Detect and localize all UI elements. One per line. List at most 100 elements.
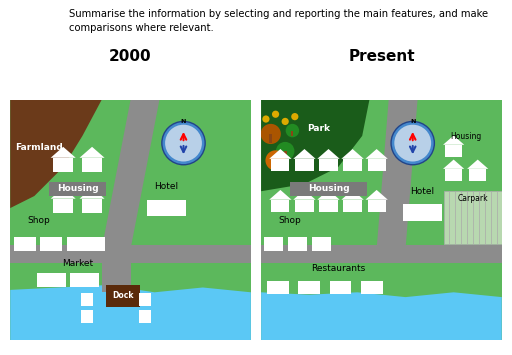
Text: Hotel: Hotel [410, 187, 434, 196]
Circle shape [394, 125, 431, 162]
Polygon shape [342, 149, 364, 159]
Bar [274, 160, 277, 169]
Bar [295, 159, 313, 171]
Polygon shape [317, 190, 339, 200]
Text: Dock: Dock [113, 291, 134, 300]
Bar [81, 310, 93, 323]
Bar [82, 199, 102, 213]
Text: Summarise the information by selecting and reporting the main features, and make: Summarise the information by selecting a… [69, 9, 488, 19]
Bar [67, 237, 89, 251]
Bar [106, 285, 140, 307]
Bar [267, 280, 289, 294]
Bar [319, 200, 337, 212]
Text: Restaurants: Restaurants [311, 264, 365, 273]
Bar [271, 159, 289, 171]
Polygon shape [51, 188, 76, 199]
Bar [37, 273, 66, 287]
Bar [344, 159, 361, 171]
Bar [330, 280, 351, 294]
Circle shape [262, 115, 269, 122]
Bar [40, 237, 62, 251]
Circle shape [162, 121, 205, 165]
Bar [368, 200, 386, 212]
Polygon shape [269, 190, 291, 200]
Text: Carpark: Carpark [458, 193, 488, 203]
Bar [53, 199, 73, 213]
Polygon shape [102, 263, 131, 292]
Bar [312, 237, 331, 251]
Text: N: N [181, 119, 186, 124]
Bar [445, 169, 462, 181]
Polygon shape [51, 147, 76, 158]
Polygon shape [79, 147, 104, 158]
Bar [53, 158, 73, 172]
Text: Present: Present [348, 49, 415, 64]
Text: Shop: Shop [279, 216, 302, 225]
Bar [319, 159, 337, 171]
Bar [139, 293, 151, 306]
Circle shape [286, 124, 299, 137]
Text: Hotel: Hotel [155, 182, 179, 191]
Text: comparisons where relevant.: comparisons where relevant. [69, 23, 214, 33]
Polygon shape [102, 100, 159, 249]
Text: Farmland: Farmland [15, 143, 63, 152]
Polygon shape [317, 149, 339, 159]
Bar [284, 151, 287, 159]
Circle shape [391, 121, 434, 165]
Bar [445, 145, 462, 157]
Bar [403, 204, 442, 221]
Bar [81, 293, 93, 306]
Bar [261, 245, 502, 263]
Text: Park: Park [307, 124, 330, 133]
Bar [264, 237, 283, 251]
Text: Market: Market [62, 259, 93, 268]
Bar [444, 191, 502, 244]
Bar [147, 200, 186, 217]
Polygon shape [342, 190, 364, 200]
Text: Housing: Housing [57, 184, 98, 193]
Bar [288, 237, 307, 251]
Text: N: N [410, 119, 415, 124]
Circle shape [291, 113, 298, 120]
Circle shape [165, 125, 202, 162]
Bar [10, 245, 251, 263]
Circle shape [276, 142, 294, 160]
Polygon shape [377, 100, 418, 249]
Bar [298, 280, 320, 294]
Text: Housing: Housing [308, 184, 349, 193]
Bar [139, 310, 151, 323]
Bar [70, 273, 99, 287]
Bar [469, 169, 486, 181]
Text: Shop: Shop [28, 216, 51, 225]
Polygon shape [261, 100, 370, 191]
Bar [89, 237, 105, 251]
Polygon shape [366, 190, 388, 200]
Polygon shape [10, 100, 102, 208]
Polygon shape [79, 188, 104, 199]
Bar [82, 158, 102, 172]
Text: 2000: 2000 [109, 49, 152, 64]
Circle shape [265, 150, 286, 170]
Polygon shape [443, 136, 464, 145]
Bar [49, 182, 106, 196]
Polygon shape [293, 149, 315, 159]
Polygon shape [467, 160, 488, 169]
Bar [295, 200, 313, 212]
Circle shape [282, 118, 289, 125]
Text: Housing: Housing [450, 132, 481, 141]
Bar [290, 182, 367, 196]
Polygon shape [366, 149, 388, 159]
Bar [271, 200, 289, 212]
Bar [269, 134, 272, 143]
Polygon shape [261, 292, 502, 340]
Polygon shape [293, 190, 315, 200]
Bar [291, 131, 293, 136]
Circle shape [272, 111, 279, 118]
Bar [368, 159, 386, 171]
Bar [14, 237, 35, 251]
Polygon shape [443, 160, 464, 169]
Polygon shape [269, 149, 291, 159]
Circle shape [261, 124, 281, 144]
Polygon shape [10, 285, 251, 340]
Bar [344, 200, 361, 212]
